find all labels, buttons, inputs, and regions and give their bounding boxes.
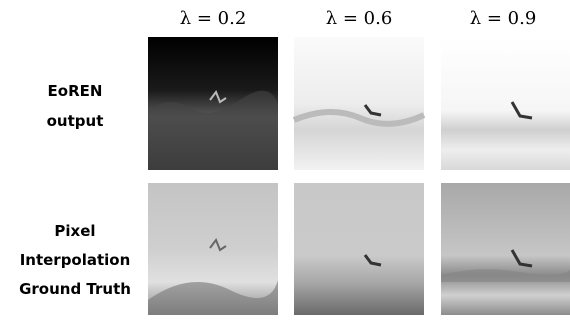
- image: [294, 37, 424, 170]
- column-label: λ = 0.9: [470, 8, 537, 29]
- row-label: Interpolation: [20, 251, 131, 269]
- image: [294, 183, 424, 315]
- image: [441, 183, 570, 315]
- row-label: output: [47, 112, 104, 130]
- row-label: Ground Truth: [19, 280, 131, 298]
- image: [441, 37, 570, 170]
- row-label: Pixel: [54, 222, 95, 240]
- image: [148, 183, 278, 315]
- column-label: λ = 0.2: [180, 8, 247, 29]
- column-label: λ = 0.6: [326, 8, 393, 29]
- figure: λ = 0.2 λ = 0.6 λ = 0.9 EoREN output Pix…: [0, 0, 570, 321]
- image: [148, 37, 278, 170]
- row-label: EoREN: [48, 82, 103, 100]
